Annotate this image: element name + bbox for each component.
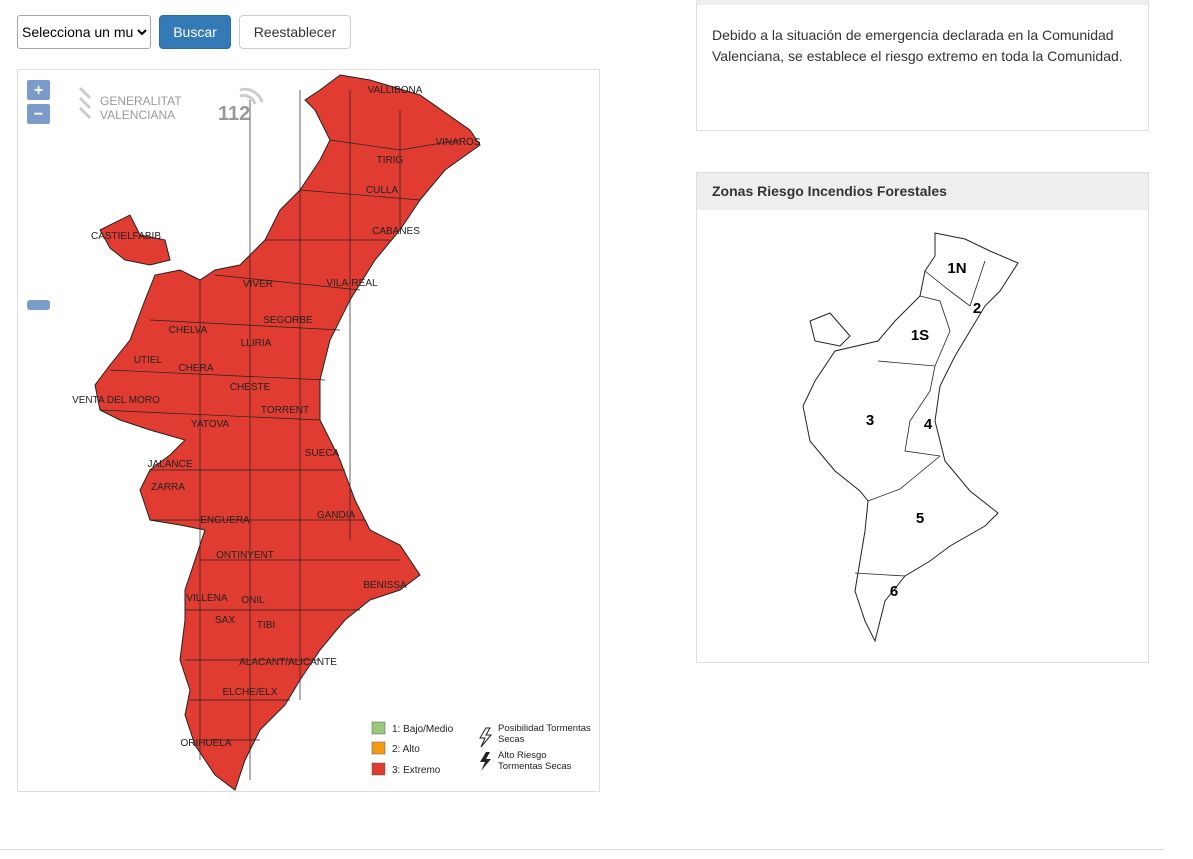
- place-label: SAX: [215, 615, 235, 626]
- search-button[interactable]: Buscar: [159, 15, 231, 49]
- zone-label: 6: [890, 583, 898, 600]
- notice-text: Debido a la situación de emergencia decl…: [712, 27, 1123, 64]
- place-label: TIBI: [257, 620, 275, 631]
- place-label: ZARRA: [151, 482, 185, 493]
- logo-112: 112: [218, 103, 250, 125]
- place-label: LLIRIA: [241, 338, 272, 349]
- zoom-in-label[interactable]: +: [34, 82, 43, 99]
- zoom-out[interactable]: [27, 104, 50, 124]
- risk-map: + − GENERALITAT VALENCIANA 112 VALLIBONA…: [27, 74, 591, 791]
- legend-label: Alto Riesgo Tormentas Secas: [498, 750, 572, 772]
- reset-button[interactable]: Reestablecer: [239, 15, 351, 49]
- place-label: BENISSA: [363, 580, 407, 591]
- place-label: YATOVA: [191, 419, 229, 430]
- place-label: JALANCE: [147, 459, 192, 470]
- place-label: SEGORBE: [263, 315, 313, 326]
- map-panel: + − GENERALITAT VALENCIANA 112 VALLIBONA…: [17, 69, 600, 792]
- region-shape: [94, 74, 481, 791]
- zone-label: 1S: [911, 327, 929, 344]
- place-label: CHELVA: [169, 325, 208, 336]
- place-label: TIRIG: [377, 155, 404, 166]
- place-label: VILLENA: [186, 593, 227, 604]
- zone-label: 5: [916, 510, 924, 527]
- zone-label: 1N: [947, 260, 966, 277]
- legend-swatch: [371, 721, 386, 735]
- place-label: ONIL: [241, 595, 265, 606]
- footer-divider: [0, 849, 1165, 850]
- zone-label: 2: [973, 300, 981, 317]
- zone-label: 4: [924, 416, 933, 433]
- legend-label: 1: Bajo/Medio: [392, 724, 454, 735]
- place-labels: VALLIBONA VINAROS TIRIG CULLA CABANES CA…: [72, 85, 481, 749]
- place-label: VILA-REAL: [326, 278, 378, 289]
- zones-panel: Zonas Riesgo Incendios Forestales 1N 2 1…: [696, 172, 1149, 663]
- place-label: ALACANT/ALICANTE: [239, 657, 337, 668]
- place-label: VIVER: [243, 279, 273, 290]
- zone-borders: [854, 260, 986, 577]
- logo-line-1: GENERALITAT: [100, 94, 182, 108]
- logo-line-2: VALENCIANA: [100, 108, 175, 122]
- legend-label: 2: Alto: [392, 744, 420, 755]
- place-label: ELCHE/ELX: [222, 687, 277, 698]
- zoom-slider[interactable]: [27, 300, 50, 310]
- place-label: CHESTE: [230, 382, 271, 393]
- municipal-borders: [99, 90, 461, 780]
- legend-label: 3: Extremo: [392, 765, 441, 776]
- zones-map: 1N 2 1S 3 4 5 6: [802, 232, 1019, 643]
- zone-label: 3: [866, 412, 874, 429]
- place-label: CHERA: [178, 363, 213, 374]
- zones-shape: [802, 232, 1019, 643]
- place-label: ORIHUELA: [180, 738, 231, 749]
- municipality-select[interactable]: Selecciona un mu: [17, 15, 151, 49]
- place-label: VENTA DEL MORO: [72, 395, 160, 406]
- place-label: TORRENT: [261, 405, 309, 416]
- place-label: VINAROS: [435, 137, 480, 148]
- place-label: ENGUERA: [200, 515, 250, 526]
- place-label: VALLIBONA: [368, 85, 423, 96]
- storm-icon: [480, 752, 491, 771]
- legend: 1: Bajo/Medio 2: Alto 3: Extremo Posibil…: [371, 721, 591, 776]
- legend-swatch: [371, 762, 386, 776]
- zoom-in[interactable]: [27, 80, 50, 100]
- zoom-out-label[interactable]: −: [34, 106, 43, 123]
- place-label: UTIEL: [134, 355, 163, 366]
- legend-label: Posibilidad Tormentas Secas: [498, 723, 591, 745]
- notice-panel: Debido a la situación de emergencia decl…: [696, 0, 1149, 131]
- storm-icon: [479, 727, 493, 748]
- place-label: CASTIELFABIB: [91, 231, 161, 242]
- place-label: CULLA: [366, 185, 399, 196]
- logos: [78, 86, 264, 120]
- place-label: ONTINYENT: [216, 550, 274, 561]
- legend-swatch: [371, 741, 386, 755]
- place-label: GANDIA: [317, 510, 356, 521]
- place-label: CABANES: [372, 226, 420, 237]
- place-label: SUECA: [305, 448, 340, 459]
- zones-title: Zonas Riesgo Incendios Forestales: [697, 173, 1148, 210]
